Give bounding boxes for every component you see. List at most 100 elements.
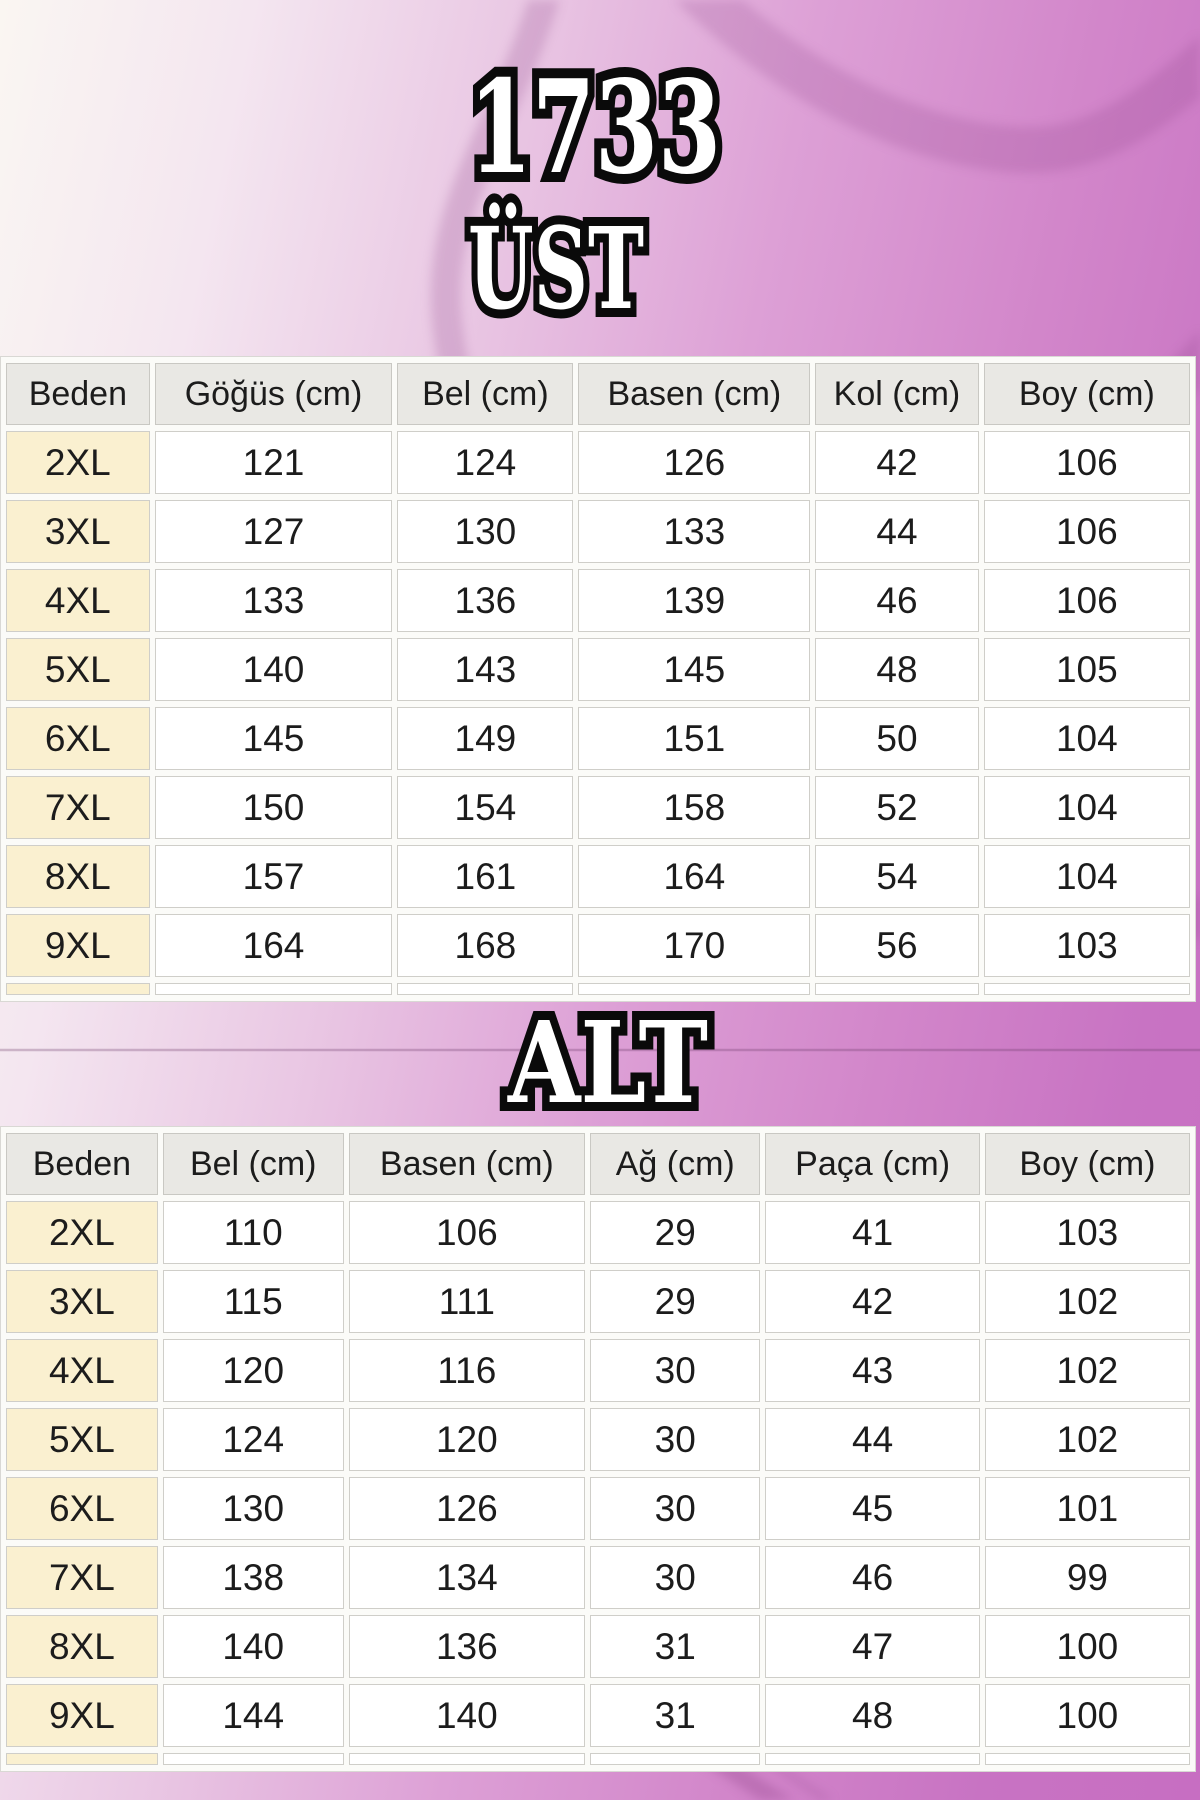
size-cell: 8XL [6, 845, 150, 908]
measurement-cell: 116 [348, 1339, 586, 1402]
measurement-cell: 46 [815, 569, 979, 632]
measurement-cell: 100 [984, 1684, 1190, 1747]
table-row: 6XL 145 149 151 50 104 [6, 707, 1190, 770]
measurement-cell: 48 [815, 638, 979, 701]
table-row: 7XL 138 134 30 46 99 [6, 1546, 1190, 1609]
measurement-cell: 47 [765, 1615, 980, 1678]
measurement-cell: 100 [984, 1615, 1190, 1678]
table-row: 8XL 157 161 164 54 104 [6, 845, 1190, 908]
measurement-cell: 103 [984, 1201, 1190, 1264]
measurement-cell: 104 [983, 776, 1190, 839]
measurement-cell: 104 [983, 845, 1190, 908]
measurement-cell: 106 [348, 1201, 586, 1264]
empty-filler-row [6, 983, 1190, 995]
empty-cell [815, 983, 979, 995]
measurement-cell: 133 [154, 569, 393, 632]
size-cell: 8XL [6, 1615, 158, 1678]
empty-cell [590, 1753, 761, 1765]
table-row: 3XL 127 130 133 44 106 [6, 500, 1190, 563]
table-row: 7XL 150 154 158 52 104 [6, 776, 1190, 839]
measurement-cell: 110 [162, 1201, 344, 1264]
column-header: Boy (cm) [984, 1133, 1190, 1195]
column-header: Boy (cm) [983, 363, 1190, 425]
size-chart-ust: Beden Göğüs (cm) Bel (cm) Basen (cm) Kol (cm… [0, 356, 1196, 1002]
measurement-cell: 99 [984, 1546, 1190, 1609]
measurement-cell: 136 [348, 1615, 586, 1678]
measurement-cell: 164 [578, 845, 811, 908]
measurement-cell: 42 [765, 1270, 980, 1333]
measurement-cell: 29 [590, 1270, 761, 1333]
table-row: 8XL 140 136 31 47 100 [6, 1615, 1190, 1678]
measurement-cell: 56 [815, 914, 979, 977]
measurement-cell: 157 [154, 845, 393, 908]
measurement-cell: 145 [578, 638, 811, 701]
measurement-cell: 133 [578, 500, 811, 563]
measurement-cell: 130 [397, 500, 574, 563]
column-header: Paça (cm) [765, 1133, 980, 1195]
size-cell: 9XL [6, 1684, 158, 1747]
measurement-cell: 154 [397, 776, 574, 839]
measurement-cell: 121 [154, 431, 393, 494]
alt-header-row: Beden Bel (cm) Basen (cm) Ağ (cm) Paça (cm) B… [6, 1133, 1190, 1195]
size-cell: 2XL [6, 1201, 158, 1264]
measurement-cell: 44 [765, 1408, 980, 1471]
column-header: Kol (cm) [815, 363, 979, 425]
size-cell: 5XL [6, 638, 150, 701]
empty-cell [983, 983, 1190, 995]
size-cell: 6XL [6, 1477, 158, 1540]
measurement-cell: 46 [765, 1546, 980, 1609]
measurement-cell: 30 [590, 1339, 761, 1402]
measurement-cell: 48 [765, 1684, 980, 1747]
size-cell: 7XL [6, 776, 150, 839]
measurement-cell: 150 [154, 776, 393, 839]
measurement-cell: 31 [590, 1615, 761, 1678]
measurement-cell: 140 [154, 638, 393, 701]
empty-cell [984, 1753, 1190, 1765]
column-header: Beden [6, 363, 150, 425]
column-header: Beden [6, 1133, 158, 1195]
measurement-cell: 130 [162, 1477, 344, 1540]
measurement-cell: 102 [984, 1339, 1190, 1402]
measurement-cell: 43 [765, 1339, 980, 1402]
size-cell: 2XL [6, 431, 150, 494]
empty-cell [765, 1753, 980, 1765]
measurement-cell: 115 [162, 1270, 344, 1333]
table-row: 2XL 110 106 29 41 103 [6, 1201, 1190, 1264]
table-row: 4XL 133 136 139 46 106 [6, 569, 1190, 632]
column-header: Basen (cm) [348, 1133, 586, 1195]
table-row: 5XL 140 143 145 48 105 [6, 638, 1190, 701]
empty-cell [6, 983, 150, 995]
measurement-cell: 54 [815, 845, 979, 908]
empty-cell [154, 983, 393, 995]
size-cell: 4XL [6, 569, 150, 632]
table-row: 4XL 120 116 30 43 102 [6, 1339, 1190, 1402]
empty-cell [578, 983, 811, 995]
table-row: 2XL 121 124 126 42 106 [6, 431, 1190, 494]
measurement-cell: 102 [984, 1408, 1190, 1471]
measurement-cell: 42 [815, 431, 979, 494]
size-cell: 3XL [6, 500, 150, 563]
size-cell: 4XL [6, 1339, 158, 1402]
measurement-cell: 164 [154, 914, 393, 977]
table-row: 5XL 124 120 30 44 102 [6, 1408, 1190, 1471]
measurement-cell: 145 [154, 707, 393, 770]
measurement-cell: 134 [348, 1546, 586, 1609]
measurement-cell: 102 [984, 1270, 1190, 1333]
measurement-cell: 106 [983, 500, 1190, 563]
size-cell: 3XL [6, 1270, 158, 1333]
measurement-cell: 124 [162, 1408, 344, 1471]
column-header: Basen (cm) [578, 363, 811, 425]
measurement-cell: 41 [765, 1201, 980, 1264]
table-row: 9XL 144 140 31 48 100 [6, 1684, 1190, 1747]
measurement-cell: 136 [397, 569, 574, 632]
measurement-cell: 140 [162, 1615, 344, 1678]
column-header: Bel (cm) [162, 1133, 344, 1195]
measurement-cell: 151 [578, 707, 811, 770]
measurement-cell: 44 [815, 500, 979, 563]
size-chart-alt: Beden Bel (cm) Basen (cm) Ağ (cm) Paça (cm) B… [0, 1126, 1196, 1772]
table-row: 6XL 130 126 30 45 101 [6, 1477, 1190, 1540]
ust-size-table: Beden Göğüs (cm) Bel (cm) Basen (cm) Kol (cm… [0, 356, 1196, 1002]
measurement-cell: 106 [983, 569, 1190, 632]
measurement-cell: 170 [578, 914, 811, 977]
